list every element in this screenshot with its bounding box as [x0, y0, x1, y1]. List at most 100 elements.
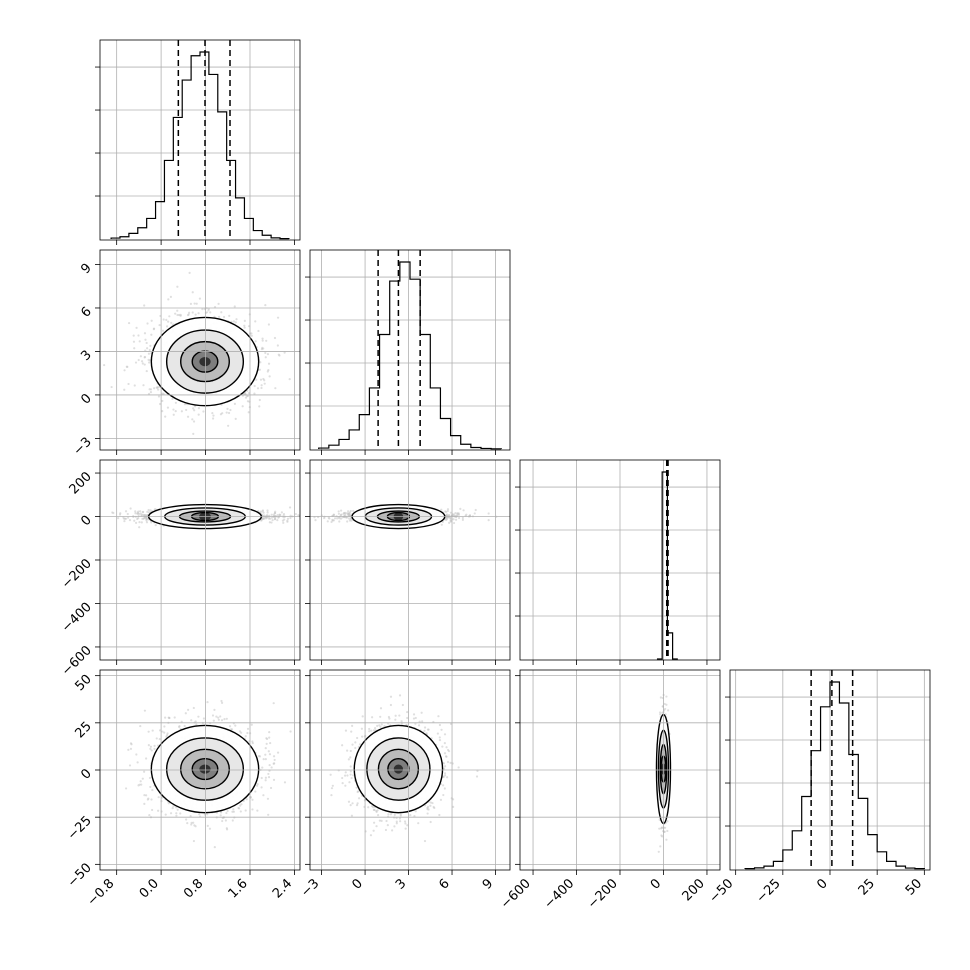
scatter-point [255, 378, 258, 381]
scatter-point [273, 336, 277, 340]
scatter-point [243, 319, 246, 322]
scatter-point [157, 388, 160, 391]
scatter-point [330, 520, 333, 524]
scatter-point [138, 340, 141, 343]
scatter-point [246, 389, 249, 393]
scatter-point [168, 315, 171, 318]
scatter-point [273, 511, 277, 515]
scatter-point [211, 417, 215, 420]
scatter-point [149, 509, 152, 512]
scatter-point [258, 368, 261, 371]
scatter-point [272, 513, 275, 516]
scatter-point [139, 780, 142, 783]
scatter-point [103, 363, 106, 367]
scatter-point [148, 348, 151, 352]
scatter-point [126, 512, 129, 516]
scatter-point [166, 732, 169, 735]
scatter-point [187, 311, 191, 314]
scatter-point [348, 514, 351, 517]
scatter-point [279, 514, 282, 517]
scatter-point [222, 315, 226, 319]
scatter-point [212, 414, 215, 417]
scatter-point [172, 413, 175, 416]
scatter-point [158, 402, 162, 406]
scatter-point [459, 507, 462, 510]
scatter-point [128, 519, 132, 522]
scatter-point [261, 766, 264, 769]
scatter-point [192, 420, 196, 423]
scatter-point [149, 388, 153, 391]
scatter-point [150, 798, 153, 801]
scatter-point [112, 511, 115, 515]
scatter-point [110, 385, 113, 389]
scatter-point [281, 519, 285, 522]
scatter-point [268, 375, 271, 378]
scatter-point [233, 305, 236, 308]
scatter-point [221, 819, 224, 823]
scatter-point [143, 514, 146, 517]
scatter-point [452, 521, 456, 525]
scatter-point [326, 520, 329, 523]
scatter-point [254, 340, 257, 343]
scatter-point [226, 809, 229, 813]
scatter-point [167, 298, 170, 301]
scatter-point [153, 387, 156, 390]
scatter-point [136, 512, 140, 515]
scatter-point [143, 332, 147, 335]
scatter-point [232, 808, 235, 811]
scatter-point [342, 512, 345, 515]
scatter-point [336, 517, 339, 520]
scatter-point [125, 365, 128, 368]
scatter-point [149, 391, 153, 394]
scatter-point [274, 387, 277, 390]
scatter-point [152, 328, 155, 331]
scatter-point [123, 520, 126, 523]
scatter-point [194, 313, 197, 316]
scatter-point [276, 514, 279, 517]
scatter-point [473, 512, 476, 515]
scatter-point [136, 517, 139, 521]
scatter-point [454, 511, 457, 515]
scatter-point [140, 513, 143, 516]
scatter-point [444, 510, 447, 513]
scatter-point [146, 514, 149, 517]
scatter-point [189, 302, 193, 305]
scatter-point [461, 518, 464, 521]
scatter-point [228, 314, 231, 317]
density-level-4 [199, 356, 211, 367]
scatter-point [264, 517, 268, 520]
scatter-point [195, 723, 198, 726]
scatter-point [261, 339, 264, 342]
scatter-point [165, 318, 168, 321]
contour-line-2 [180, 340, 230, 383]
scatter-point [246, 731, 249, 735]
scatter-point [123, 388, 126, 391]
scatter-point [146, 347, 149, 350]
scatter-point [264, 303, 267, 307]
scatter-point [197, 413, 200, 416]
scatter-point [270, 516, 274, 519]
scatter-point [150, 333, 153, 336]
scatter-point [183, 403, 187, 406]
scatter-point [286, 520, 289, 523]
scatter-point [143, 356, 146, 359]
scatter-panel-0-3 [124, 699, 292, 849]
scatter-point [211, 412, 214, 415]
scatter-point [217, 302, 220, 305]
scatter-point [129, 507, 132, 510]
scatter-point [265, 339, 268, 342]
scatter-point [221, 412, 224, 415]
scatter-point [140, 783, 143, 786]
scatter-point [147, 508, 150, 512]
scatter-point [191, 311, 194, 314]
scatter-point [147, 352, 151, 355]
scatter-point [270, 766, 273, 769]
scatter-point [448, 513, 451, 517]
scatter-point [247, 392, 250, 395]
scatter-point [124, 517, 127, 520]
scatter-point [144, 338, 147, 341]
scatter-point [267, 362, 271, 365]
scatter-point [283, 351, 286, 354]
scatter-point [225, 411, 228, 414]
